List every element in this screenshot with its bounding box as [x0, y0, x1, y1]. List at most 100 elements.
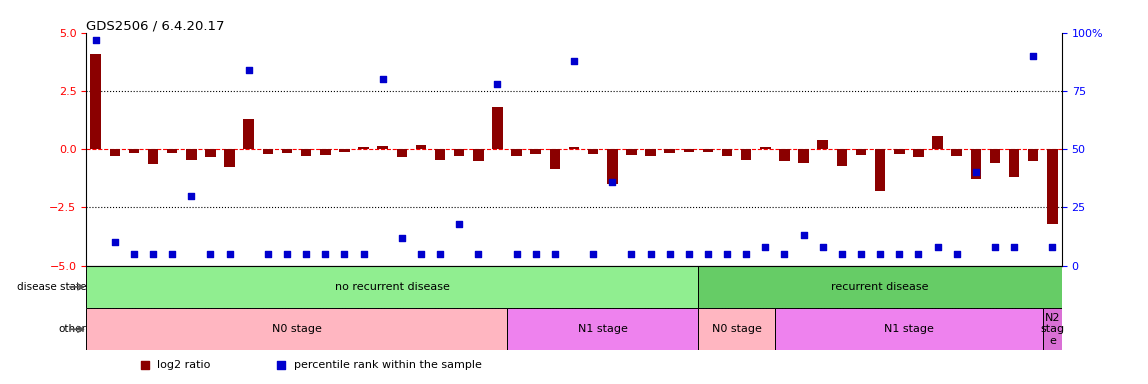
- Point: [1004, 244, 1023, 250]
- Bar: [855, 149, 867, 155]
- Point: [718, 251, 736, 257]
- Point: [373, 76, 391, 82]
- Point: [622, 251, 641, 257]
- Point: [86, 36, 104, 43]
- Point: [220, 251, 239, 257]
- Bar: [588, 149, 598, 154]
- Point: [201, 251, 219, 257]
- Point: [430, 251, 449, 257]
- Bar: [1009, 149, 1019, 177]
- Point: [412, 251, 430, 257]
- Text: N0 stage: N0 stage: [272, 324, 321, 334]
- Bar: [263, 149, 273, 154]
- Point: [660, 251, 678, 257]
- Bar: [970, 149, 982, 179]
- Point: [794, 232, 813, 238]
- Bar: [894, 149, 905, 154]
- Bar: [665, 149, 675, 153]
- Text: N2
stag
e: N2 stag e: [1040, 313, 1064, 346]
- Bar: [86, 266, 698, 308]
- Bar: [492, 107, 503, 149]
- Point: [890, 251, 908, 257]
- Bar: [205, 149, 216, 157]
- Point: [240, 67, 258, 73]
- Point: [775, 251, 793, 257]
- Bar: [798, 149, 809, 163]
- Point: [545, 251, 564, 257]
- Bar: [281, 149, 293, 153]
- Point: [699, 251, 718, 257]
- Point: [986, 244, 1004, 250]
- Text: log2 ratio: log2 ratio: [157, 360, 211, 370]
- Text: N1 stage: N1 stage: [884, 324, 933, 334]
- Bar: [683, 149, 695, 152]
- Bar: [129, 149, 139, 153]
- Point: [947, 251, 965, 257]
- Point: [757, 244, 775, 250]
- Bar: [511, 149, 522, 156]
- Bar: [775, 308, 1042, 351]
- Point: [1024, 53, 1042, 59]
- Bar: [86, 308, 507, 351]
- Bar: [453, 149, 465, 156]
- Bar: [550, 149, 560, 169]
- Bar: [740, 149, 752, 160]
- Point: [106, 239, 124, 245]
- Bar: [645, 149, 656, 156]
- Text: percentile rank within the sample: percentile rank within the sample: [294, 360, 482, 370]
- Point: [642, 251, 660, 257]
- Bar: [186, 149, 196, 160]
- Bar: [698, 266, 1062, 308]
- Text: other: other: [59, 324, 86, 334]
- Point: [680, 251, 698, 257]
- Bar: [626, 149, 637, 155]
- Point: [584, 251, 603, 257]
- Bar: [817, 140, 828, 149]
- Point: [1044, 244, 1062, 250]
- Point: [507, 251, 526, 257]
- Point: [335, 251, 354, 257]
- Bar: [722, 149, 732, 156]
- Bar: [1047, 149, 1057, 224]
- Text: GDS2506 / 6.4.20.17: GDS2506 / 6.4.20.17: [86, 20, 225, 33]
- Bar: [932, 136, 943, 149]
- Point: [125, 251, 144, 257]
- Bar: [703, 149, 713, 152]
- Bar: [473, 149, 483, 161]
- Bar: [990, 149, 1000, 163]
- Point: [909, 251, 928, 257]
- Text: N0 stage: N0 stage: [712, 324, 761, 334]
- Bar: [396, 149, 408, 157]
- Point: [183, 193, 201, 199]
- Point: [470, 251, 488, 257]
- Text: disease state: disease state: [16, 282, 86, 292]
- Bar: [779, 149, 790, 161]
- Bar: [320, 149, 331, 155]
- Point: [603, 179, 621, 185]
- Bar: [1042, 308, 1062, 351]
- Bar: [339, 149, 350, 152]
- Point: [450, 221, 468, 227]
- Point: [929, 244, 947, 250]
- Point: [393, 235, 411, 241]
- Bar: [301, 149, 311, 156]
- Point: [163, 251, 181, 257]
- Point: [852, 251, 870, 257]
- Bar: [109, 149, 121, 156]
- Bar: [1027, 149, 1039, 161]
- Point: [967, 169, 985, 175]
- Point: [832, 251, 851, 257]
- Bar: [416, 144, 426, 149]
- Bar: [952, 149, 962, 156]
- Point: [737, 251, 755, 257]
- Bar: [913, 149, 924, 157]
- Bar: [91, 54, 101, 149]
- Bar: [435, 149, 445, 160]
- Point: [278, 251, 296, 257]
- Point: [297, 251, 316, 257]
- Bar: [358, 147, 369, 149]
- Bar: [530, 149, 541, 154]
- Bar: [568, 147, 580, 149]
- Bar: [875, 149, 885, 191]
- Bar: [378, 146, 388, 149]
